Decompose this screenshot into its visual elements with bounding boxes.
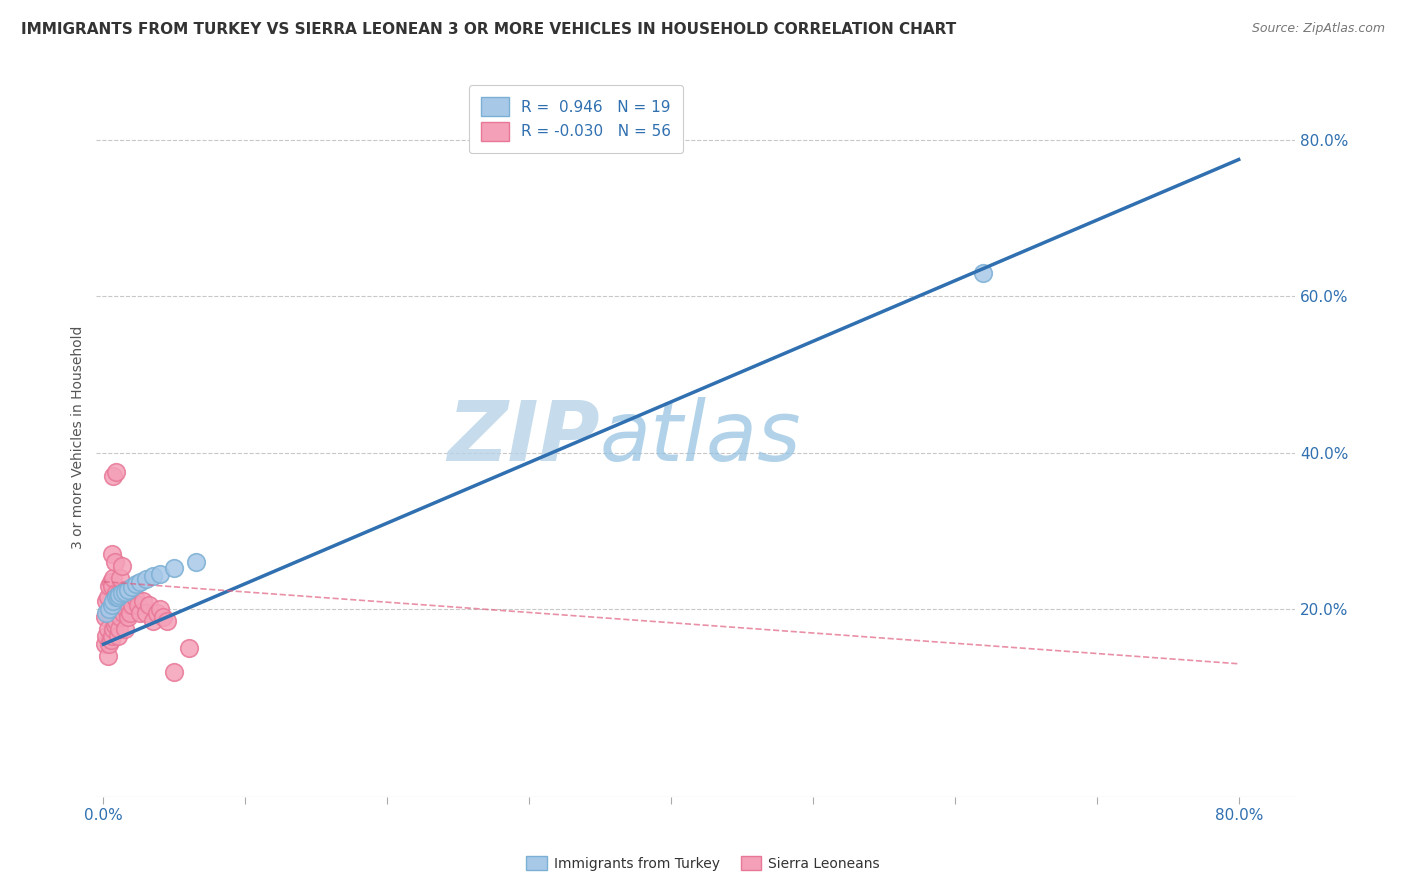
Text: atlas: atlas	[600, 397, 801, 477]
Point	[98, 637, 121, 651]
Point	[129, 574, 152, 589]
Point	[121, 580, 143, 594]
Point	[100, 633, 122, 648]
Point	[121, 598, 143, 612]
Point	[112, 606, 135, 620]
Point	[138, 598, 160, 612]
Point	[117, 610, 139, 624]
Point	[108, 622, 131, 636]
Point	[101, 547, 124, 561]
Point	[114, 585, 136, 599]
Legend: R =  0.946   N = 19, R = -0.030   N = 56: R = 0.946 N = 19, R = -0.030 N = 56	[470, 85, 683, 153]
Point	[97, 591, 120, 605]
Point	[163, 561, 186, 575]
Point	[184, 555, 207, 569]
Text: Source: ZipAtlas.com: Source: ZipAtlas.com	[1251, 22, 1385, 36]
Point	[105, 614, 128, 628]
Point	[105, 465, 128, 479]
Point	[100, 574, 122, 589]
Point	[156, 614, 179, 628]
Point	[96, 594, 118, 608]
Point	[114, 622, 136, 636]
Point	[107, 629, 129, 643]
Legend: Immigrants from Turkey, Sierra Leoneans: Immigrants from Turkey, Sierra Leoneans	[520, 850, 886, 876]
Point	[127, 598, 149, 612]
Point	[146, 606, 169, 620]
Point	[98, 602, 121, 616]
Point	[105, 591, 128, 605]
Point	[105, 586, 128, 600]
Point	[108, 588, 131, 602]
Text: ZIP: ZIP	[447, 397, 600, 477]
Y-axis label: 3 or more Vehicles in Household: 3 or more Vehicles in Household	[72, 326, 86, 549]
Point	[129, 606, 152, 620]
Point	[94, 637, 117, 651]
Point	[149, 602, 172, 616]
Text: IMMIGRANTS FROM TURKEY VS SIERRA LEONEAN 3 OR MORE VEHICLES IN HOUSEHOLD CORRELA: IMMIGRANTS FROM TURKEY VS SIERRA LEONEAN…	[21, 22, 956, 37]
Point	[107, 598, 129, 612]
Point	[103, 469, 125, 483]
Point	[104, 617, 127, 632]
Point	[111, 602, 134, 616]
Point	[163, 665, 186, 679]
Point	[111, 586, 134, 600]
Point	[96, 629, 118, 643]
Point	[97, 622, 120, 636]
Point	[115, 602, 138, 616]
Point	[117, 582, 139, 597]
Point	[114, 582, 136, 597]
Point	[103, 622, 125, 636]
Point	[125, 577, 148, 591]
Point	[132, 594, 155, 608]
Point	[110, 571, 132, 585]
Point	[98, 606, 121, 620]
Point	[103, 598, 125, 612]
Point	[96, 606, 118, 620]
Point	[110, 610, 132, 624]
Point	[108, 586, 131, 600]
Point	[177, 641, 200, 656]
Point	[142, 569, 165, 583]
Point	[972, 266, 994, 280]
Point	[101, 578, 124, 592]
Point	[103, 571, 125, 585]
Point	[94, 610, 117, 624]
Point	[104, 591, 127, 605]
Point	[142, 614, 165, 628]
Point	[118, 598, 141, 612]
Point	[101, 602, 124, 616]
Point	[149, 566, 172, 581]
Point	[124, 591, 146, 605]
Point	[98, 578, 121, 592]
Point	[104, 555, 127, 569]
Point	[101, 629, 124, 643]
Point	[97, 648, 120, 663]
Point	[103, 594, 125, 608]
Point	[152, 610, 174, 624]
Point	[101, 598, 124, 612]
Point	[100, 606, 122, 620]
Point	[120, 606, 142, 620]
Point	[111, 559, 134, 574]
Point	[135, 572, 157, 586]
Point	[107, 591, 129, 605]
Point	[135, 606, 157, 620]
